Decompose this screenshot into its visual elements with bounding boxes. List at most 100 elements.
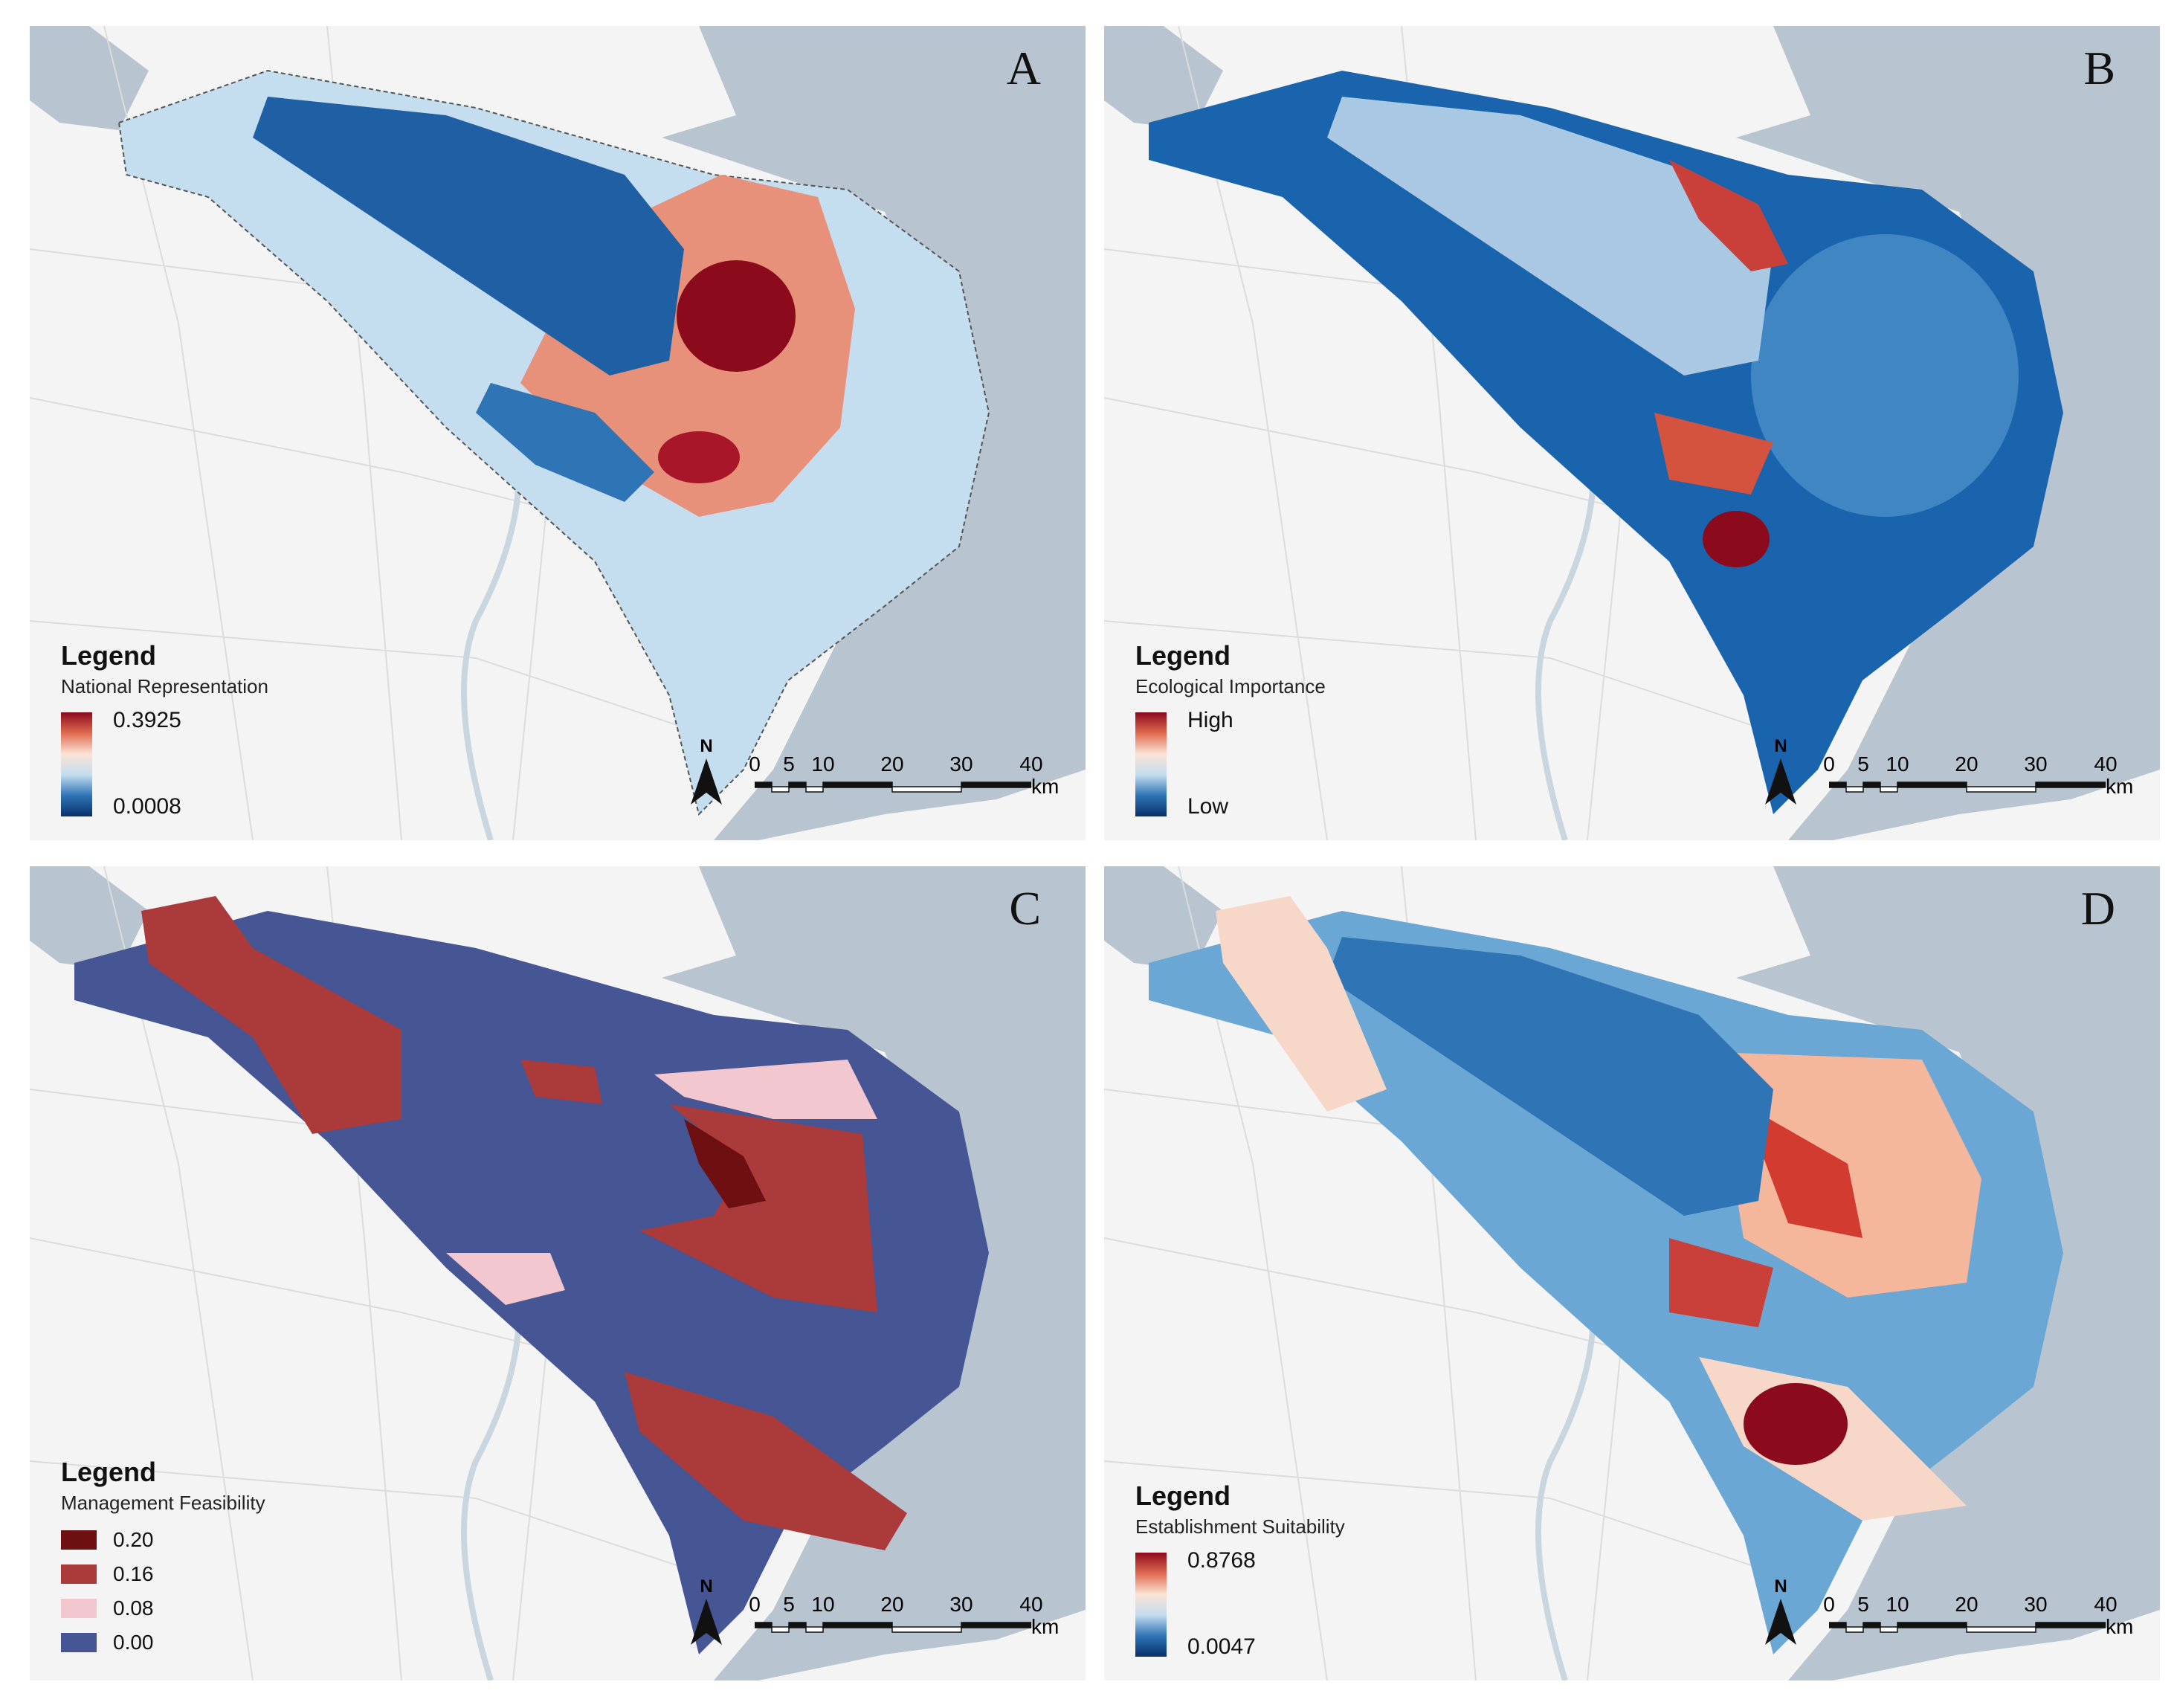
class-016-zone-mid (520, 1060, 602, 1104)
scale-bar-graphic (755, 1622, 1031, 1633)
panel-d-establishment-suitability-map: D Legend Establishment Suitability 0.876… (1104, 866, 2160, 1680)
scale-bar-graphic (755, 782, 1031, 793)
scale-segment (1862, 1622, 1881, 1628)
moderate-zone-west (1216, 896, 1387, 1112)
legend-swatch (61, 1530, 97, 1550)
legend-class-item: 0.00 (61, 1625, 265, 1660)
scale-tick-label: 5 (1857, 753, 1869, 776)
scale-segment (1897, 782, 1967, 788)
chongming-island (253, 97, 684, 376)
north-label: N (1774, 736, 1787, 756)
legend-heading: Legend (1135, 640, 1231, 671)
panel-letter: C (1009, 882, 1041, 935)
north-arrow: N (1762, 1576, 1799, 1651)
high-zone-north (1669, 160, 1788, 271)
class-008-zone-mid (446, 1253, 565, 1305)
changxing-island (476, 383, 654, 502)
legend-swatch (61, 1564, 97, 1584)
panel-letter: B (2083, 42, 2115, 94)
legend: Legend Establishment Suitability 0.8768 … (1135, 1481, 1345, 1660)
high-zone-south (1703, 511, 1770, 567)
map-b (1104, 26, 2160, 840)
legend-class-label: 0.08 (113, 1596, 154, 1620)
legend-subtitle: Ecological Importance (1135, 675, 1326, 697)
chongming-island (1327, 937, 1773, 1216)
scale-segment (771, 786, 790, 793)
color-ramp-bar (1135, 1553, 1167, 1657)
legend-color-ramp: High Low (1135, 708, 1326, 819)
legend-max-label: High (1187, 708, 1233, 732)
scale-tick-label: 30 (949, 1593, 973, 1616)
scale-tick-label: 20 (1955, 753, 1978, 776)
scale-segment (771, 1626, 790, 1633)
scale-segment (891, 786, 962, 793)
scale-segment (1880, 1626, 1898, 1633)
legend-heading: Legend (61, 640, 157, 671)
scale-tick-label: 40 (1019, 1593, 1043, 1616)
map-c (30, 866, 1086, 1680)
scale-unit: km (2106, 775, 2134, 798)
class-020-zone (684, 1119, 766, 1208)
scale-bar-graphic (1829, 782, 2106, 793)
legend-min-label: 0.0008 (113, 794, 181, 819)
legend-swatch (61, 1599, 97, 1618)
sea-area (1736, 26, 2160, 840)
scale-tick-label: 20 (880, 1593, 904, 1616)
map-d (1104, 866, 2160, 1680)
legend-heading: Legend (61, 1457, 157, 1487)
legend-min-label: 0.0047 (1187, 1634, 1256, 1659)
scale-segment (755, 1622, 773, 1628)
class-008-zone-north (654, 1060, 877, 1119)
scale-tick-label: 40 (2094, 753, 2118, 776)
scale-tick-label: 0 (749, 753, 761, 776)
legend-class-label: 0.00 (113, 1631, 154, 1654)
scale-tick-label: 5 (783, 753, 795, 776)
legend: Legend Ecological Importance High Low (1135, 641, 1326, 819)
panel-letter: A (1006, 42, 1041, 94)
high-zone-east (1654, 413, 1773, 494)
legend-class-item: 0.08 (61, 1591, 265, 1625)
color-ramp-bar (1135, 712, 1167, 816)
scale-segment (788, 1622, 807, 1628)
hotspot-south (658, 431, 740, 483)
sea-area (1736, 866, 2160, 1680)
scale-tick-label: 30 (949, 753, 973, 776)
scale-segment (961, 1622, 1031, 1628)
scale-tick-label: 20 (880, 753, 904, 776)
scale-tick-label: 0 (1823, 1593, 1835, 1616)
scale-bar-graphic (1829, 1622, 2106, 1633)
scale-unit: km (1031, 1615, 1060, 1638)
scale-segment (1862, 782, 1881, 788)
north-arrow: N (688, 1576, 725, 1651)
north-arrow: N (1762, 736, 1799, 811)
panel-c-management-feasibility-map: C Legend Management Feasibility 0.20 0.1… (30, 866, 1086, 1680)
north-arrow-icon (691, 1599, 722, 1645)
scale-unit: km (2106, 1615, 2134, 1638)
scale-bar: 0 5 10 20 30 40 km (749, 1593, 1074, 1645)
scale-segment (2035, 782, 2106, 788)
scale-tick-label: 10 (1886, 1593, 1909, 1616)
scale-tick-label: 10 (811, 1593, 835, 1616)
map-a (30, 26, 1086, 840)
scale-tick-label: 5 (1857, 1593, 1869, 1616)
high-zone-south (1744, 1383, 1848, 1465)
legend-class-item: 0.16 (61, 1557, 265, 1591)
scale-tick-label: 0 (1823, 753, 1835, 776)
legend-class-list: 0.20 0.16 0.08 0.00 (61, 1523, 265, 1660)
scale-tick-label: 10 (1886, 753, 1909, 776)
north-arrow-icon (691, 758, 722, 805)
scale-segment (1897, 1622, 1967, 1628)
panel-a-national-representation-map: A Legend National Representation 0.3925 … (30, 26, 1086, 840)
scale-segment (805, 786, 824, 793)
color-ramp-bar (61, 712, 92, 816)
north-arrow: N (688, 736, 725, 811)
scale-tick-label: 40 (2094, 1593, 2118, 1616)
scale-segment (822, 1622, 893, 1628)
high-zone-east (1669, 1238, 1773, 1327)
legend-min-label: Low (1187, 794, 1229, 819)
scale-segment (1966, 786, 2036, 793)
legend-swatch (61, 1633, 97, 1652)
scale-unit: km (1031, 775, 1060, 798)
legend-subtitle: Establishment Suitability (1135, 1515, 1345, 1538)
scale-segment (788, 782, 807, 788)
